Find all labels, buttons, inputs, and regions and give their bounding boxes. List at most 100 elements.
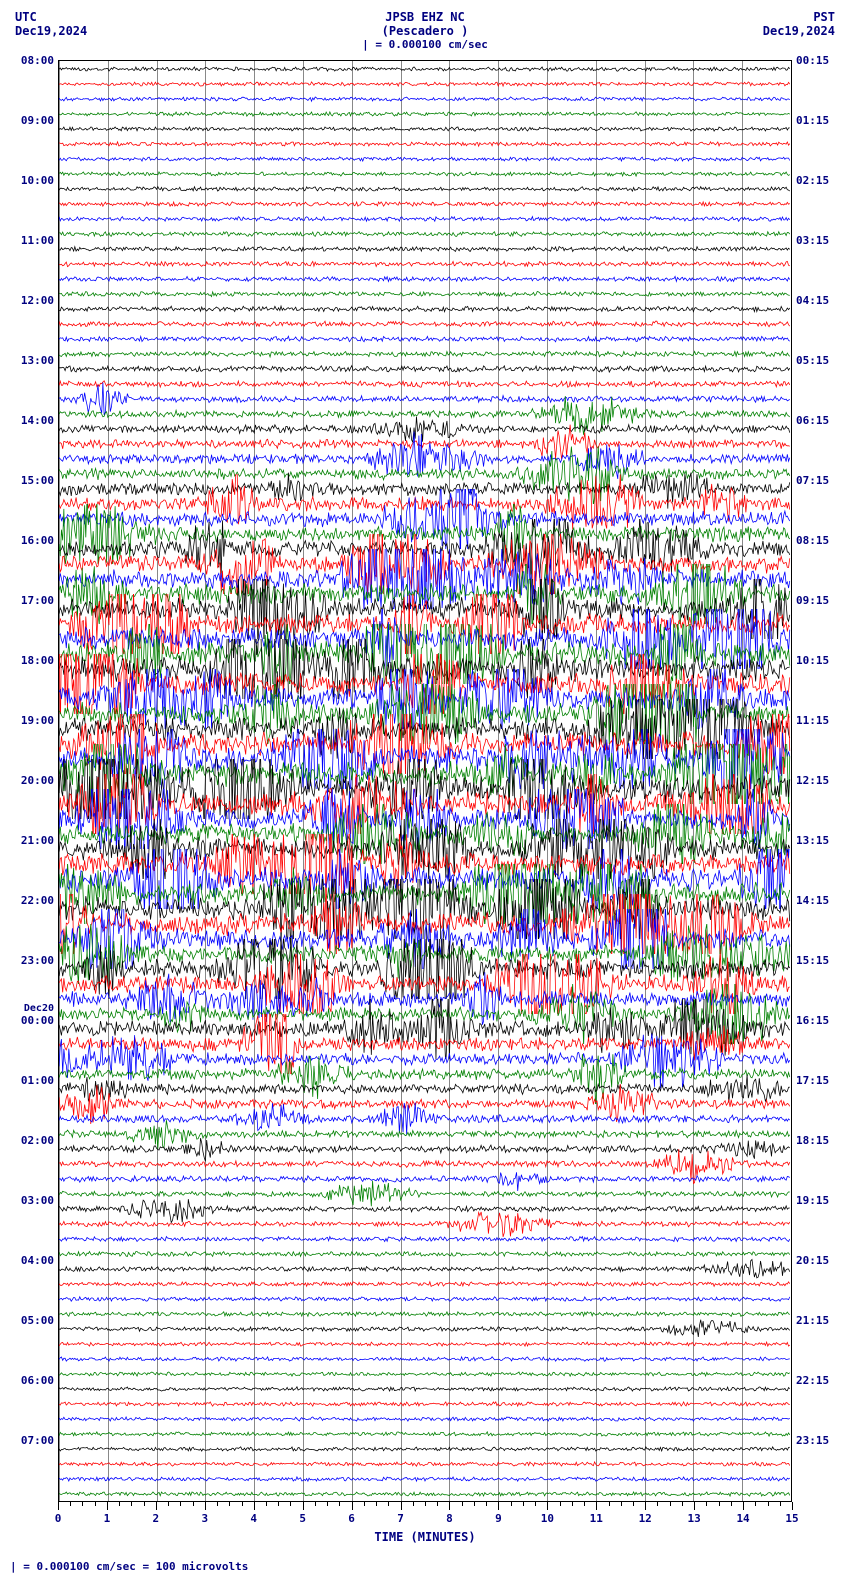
trace-row bbox=[59, 241, 791, 256]
trace-row bbox=[59, 1486, 791, 1501]
utc-time-label: 03:00 bbox=[10, 1194, 54, 1207]
tick-major bbox=[254, 1502, 255, 1510]
pst-time-label: 04:15 bbox=[796, 294, 840, 307]
trace-row bbox=[59, 1471, 791, 1486]
tick-minor bbox=[376, 1502, 377, 1506]
tick-label: 6 bbox=[348, 1512, 355, 1525]
tick-minor bbox=[560, 1502, 561, 1506]
tick-minor bbox=[339, 1502, 340, 1506]
trace-row bbox=[59, 496, 791, 511]
tick-minor bbox=[437, 1502, 438, 1506]
trace-row bbox=[59, 571, 791, 586]
trace-row bbox=[59, 976, 791, 991]
tick-minor bbox=[315, 1502, 316, 1506]
trace-row bbox=[59, 316, 791, 331]
tick-minor bbox=[621, 1502, 622, 1506]
tick-minor bbox=[572, 1502, 573, 1506]
tick-label: 0 bbox=[55, 1512, 62, 1525]
pst-time-label: 11:15 bbox=[796, 714, 840, 727]
pst-time-label: 14:15 bbox=[796, 894, 840, 907]
trace-row bbox=[59, 841, 791, 856]
pst-time-label: 07:15 bbox=[796, 474, 840, 487]
tick-minor bbox=[388, 1502, 389, 1506]
trace-row bbox=[59, 931, 791, 946]
trace-row bbox=[59, 1411, 791, 1426]
trace-row bbox=[59, 286, 791, 301]
trace-row bbox=[59, 616, 791, 631]
tick-minor bbox=[670, 1502, 671, 1506]
trace-row bbox=[59, 886, 791, 901]
tick-minor bbox=[462, 1502, 463, 1506]
utc-time-label: 14:00 bbox=[10, 414, 54, 427]
seismogram-plot bbox=[58, 60, 792, 1502]
utc-time-label: 18:00 bbox=[10, 654, 54, 667]
tick-minor bbox=[474, 1502, 475, 1506]
trace-row bbox=[59, 766, 791, 781]
pst-time-label: 09:15 bbox=[796, 594, 840, 607]
trace-row bbox=[59, 646, 791, 661]
tick-minor bbox=[327, 1502, 328, 1506]
tick-label: 15 bbox=[785, 1512, 798, 1525]
tick-major bbox=[596, 1502, 597, 1510]
trace-row bbox=[59, 121, 791, 136]
pst-time-label: 08:15 bbox=[796, 534, 840, 547]
trace-row bbox=[59, 1366, 791, 1381]
utc-time-label: 20:00 bbox=[10, 774, 54, 787]
trace-row bbox=[59, 781, 791, 796]
pst-time-label: 06:15 bbox=[796, 414, 840, 427]
utc-time-label: 16:00 bbox=[10, 534, 54, 547]
tick-minor bbox=[95, 1502, 96, 1506]
trace-row bbox=[59, 1261, 791, 1276]
tick-minor bbox=[657, 1502, 658, 1506]
utc-time-label: 11:00 bbox=[10, 234, 54, 247]
utc-time-label: 15:00 bbox=[10, 474, 54, 487]
utc-time-label: 09:00 bbox=[10, 114, 54, 127]
utc-time-label: 10:00 bbox=[10, 174, 54, 187]
trace-row bbox=[59, 991, 791, 1006]
utc-day-break: Dec20 bbox=[10, 1003, 54, 1014]
trace-row bbox=[59, 526, 791, 541]
trace-row bbox=[59, 151, 791, 166]
tick-minor bbox=[768, 1502, 769, 1506]
pst-time-label: 13:15 bbox=[796, 834, 840, 847]
trace-row bbox=[59, 1216, 791, 1231]
utc-time-label: 02:00 bbox=[10, 1134, 54, 1147]
tick-minor bbox=[364, 1502, 365, 1506]
trace-row bbox=[59, 1201, 791, 1216]
utc-time-label: 13:00 bbox=[10, 354, 54, 367]
trace-row bbox=[59, 946, 791, 961]
pst-tz: PST bbox=[763, 10, 835, 24]
trace-row bbox=[59, 436, 791, 451]
utc-time-label: 23:00 bbox=[10, 954, 54, 967]
pst-time-label: 03:15 bbox=[796, 234, 840, 247]
tick-major bbox=[205, 1502, 206, 1510]
trace-row bbox=[59, 226, 791, 241]
pst-time-label: 00:15 bbox=[796, 54, 840, 67]
trace-row bbox=[59, 691, 791, 706]
header: UTC Dec19,2024 JPSB EHZ NC (Pescadero ) … bbox=[10, 10, 840, 60]
trace-row bbox=[59, 376, 791, 391]
trace-row bbox=[59, 76, 791, 91]
trace-row bbox=[59, 391, 791, 406]
trace-row bbox=[59, 406, 791, 421]
tick-major bbox=[694, 1502, 695, 1510]
tick-major bbox=[352, 1502, 353, 1510]
header-left: UTC Dec19,2024 bbox=[15, 10, 87, 38]
trace-row bbox=[59, 736, 791, 751]
tick-minor bbox=[682, 1502, 683, 1506]
tick-major bbox=[645, 1502, 646, 1510]
tick-minor bbox=[278, 1502, 279, 1506]
tick-label: 13 bbox=[688, 1512, 701, 1525]
utc-time-label: 21:00 bbox=[10, 834, 54, 847]
x-axis: TIME (MINUTES) 0123456789101112131415 bbox=[58, 1502, 792, 1552]
trace-row bbox=[59, 1321, 791, 1336]
tick-major bbox=[303, 1502, 304, 1510]
tick-major bbox=[792, 1502, 793, 1510]
tick-minor bbox=[193, 1502, 194, 1506]
tick-minor bbox=[266, 1502, 267, 1506]
header-right: PST Dec19,2024 bbox=[763, 10, 835, 38]
tick-minor bbox=[70, 1502, 71, 1506]
gridline bbox=[791, 61, 792, 1501]
tick-major bbox=[401, 1502, 402, 1510]
trace-row bbox=[59, 211, 791, 226]
